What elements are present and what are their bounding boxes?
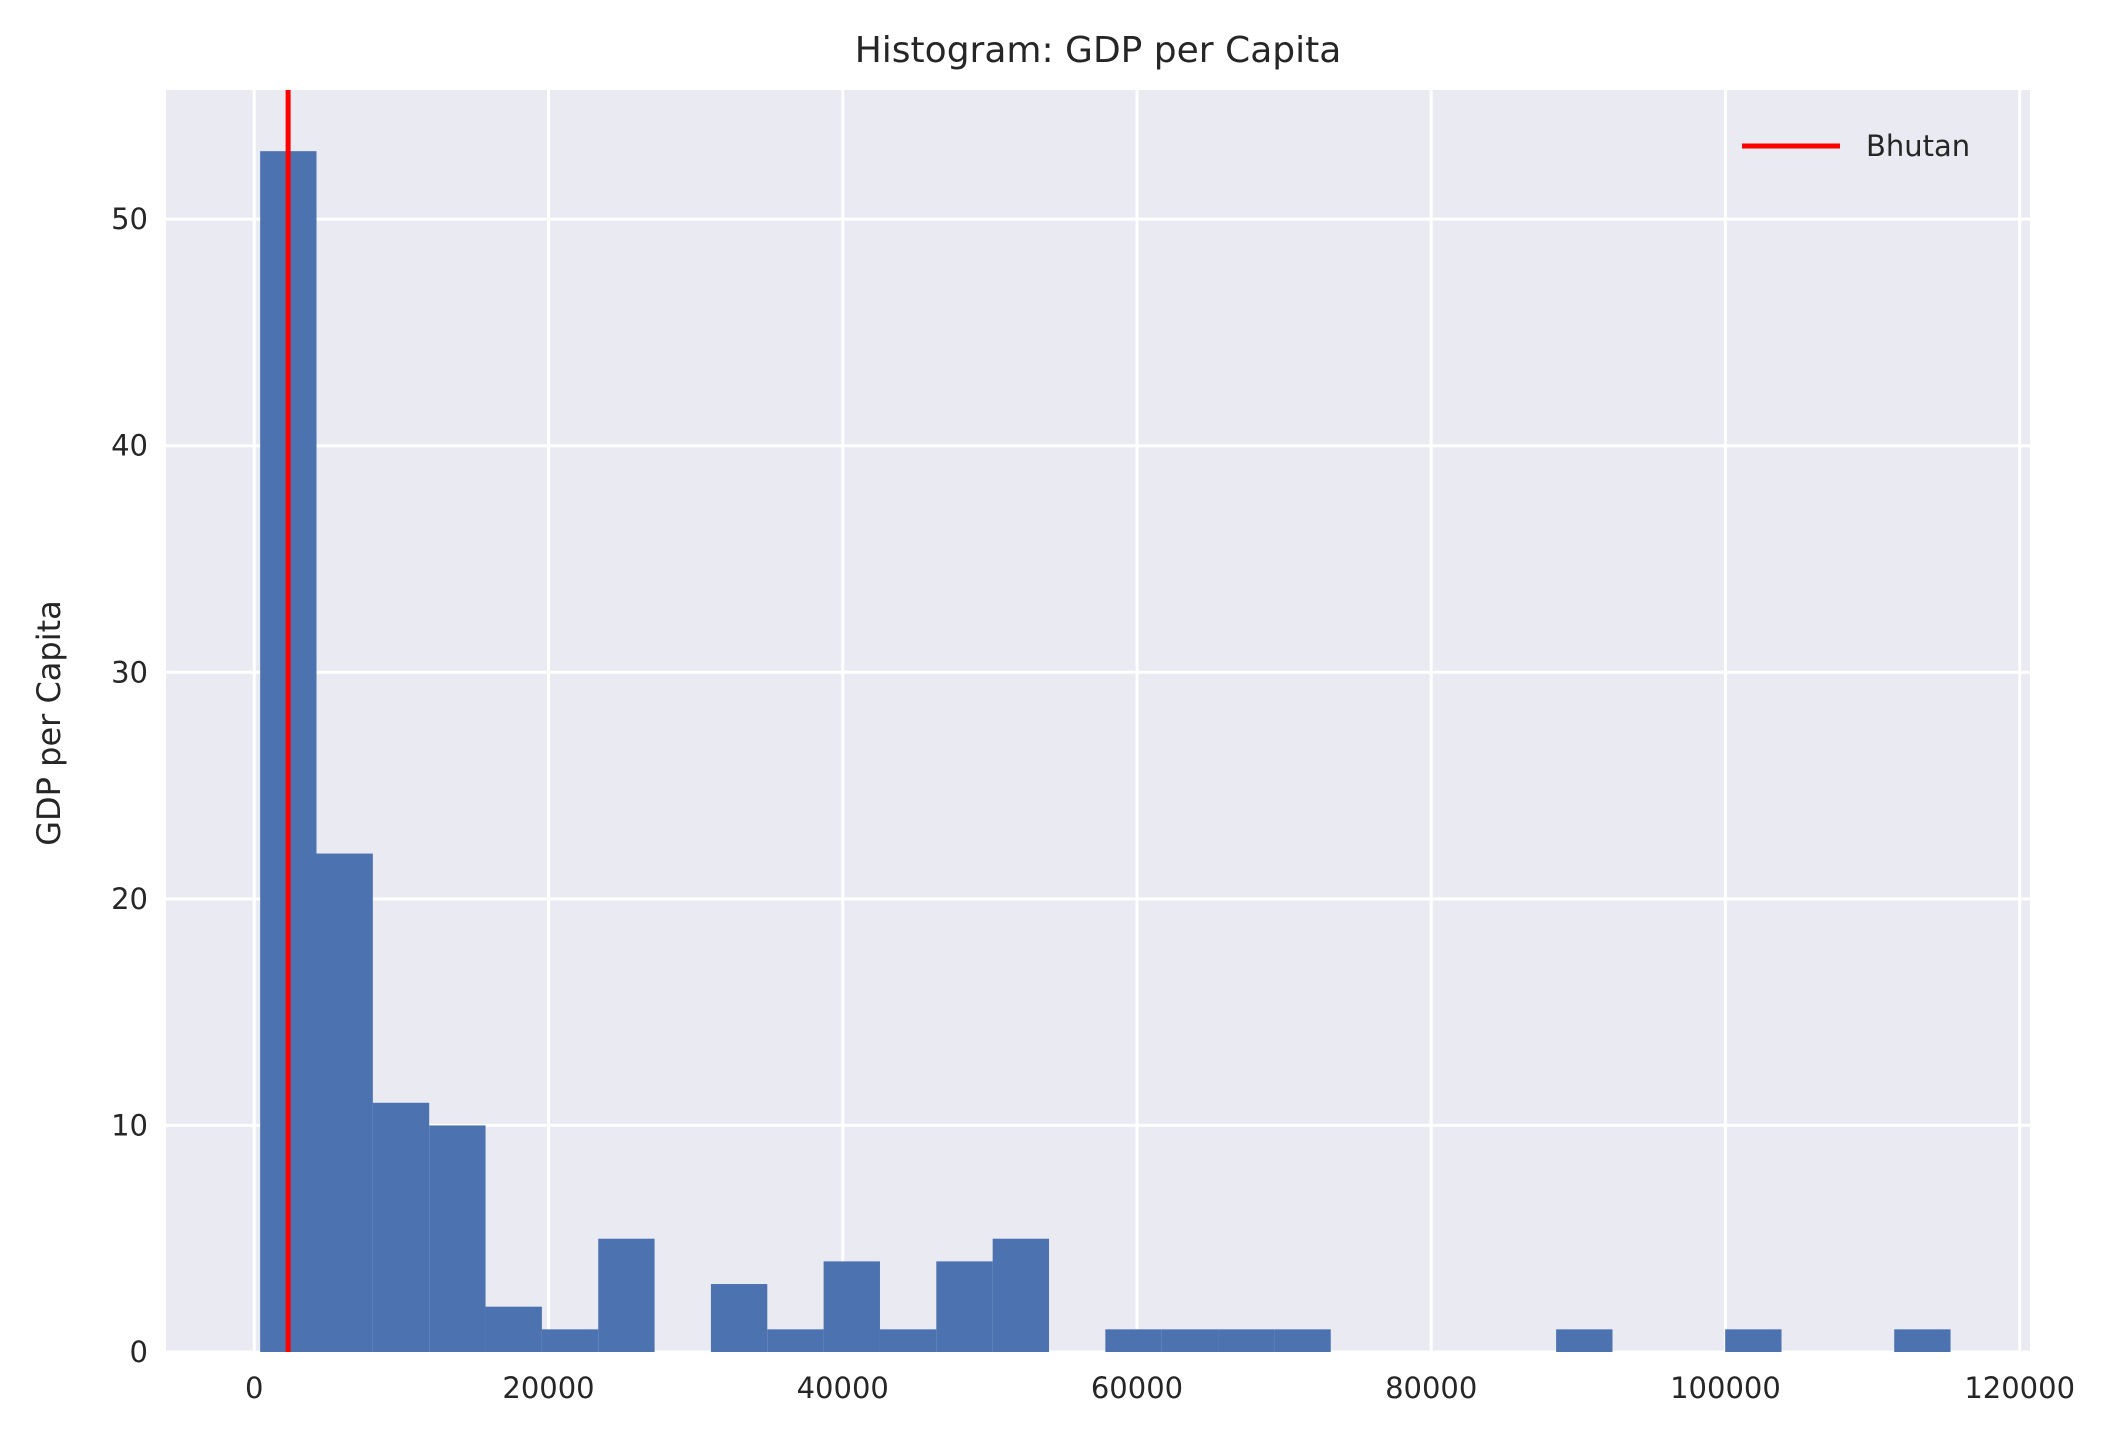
y-tick-label: 20	[111, 882, 148, 916]
y-tick-label: 10	[111, 1108, 148, 1142]
histogram-bar	[1105, 1329, 1162, 1352]
histogram-bar	[879, 1329, 937, 1352]
histogram-bar	[936, 1261, 993, 1352]
y-tick-label: 0	[130, 1335, 148, 1369]
x-tick-label: 80000	[1385, 1371, 1477, 1405]
histogram-bar	[710, 1284, 768, 1352]
histogram-bar	[1725, 1329, 1782, 1352]
histogram-bar	[1894, 1329, 1951, 1352]
y-tick-label: 40	[111, 429, 148, 463]
y-tick-label: 50	[111, 202, 148, 236]
histogram-bar	[429, 1125, 486, 1352]
legend-label: Bhutan	[1866, 129, 1970, 163]
histogram-bar	[767, 1329, 824, 1352]
x-tick-label: 120000	[1964, 1371, 2075, 1405]
x-axis-ticks: 0 20000 40000 60000 80000 100000 120000	[245, 1371, 2075, 1405]
x-tick-label: 20000	[502, 1371, 594, 1405]
histogram-bar	[1556, 1329, 1613, 1352]
x-tick-label: 40000	[797, 1371, 889, 1405]
histogram-bar	[1274, 1329, 1331, 1352]
x-tick-label: 60000	[1091, 1371, 1183, 1405]
histogram-bar	[823, 1261, 880, 1352]
histogram-bar	[992, 1238, 1050, 1352]
histogram-bar	[372, 1102, 430, 1352]
histogram-bar	[598, 1238, 655, 1352]
legend: Bhutan	[1742, 129, 1970, 163]
histogram-bar	[541, 1329, 599, 1352]
histogram-bar	[485, 1306, 542, 1352]
x-tick-label: 100000	[1670, 1371, 1781, 1405]
y-axis-ticks: 0 10 20 30 40 50	[111, 202, 148, 1369]
histogram-bar	[316, 853, 373, 1352]
histogram-bar	[1161, 1329, 1219, 1352]
x-tick-label: 0	[245, 1371, 263, 1405]
histogram-bar	[1218, 1329, 1275, 1352]
chart-title: Histogram: GDP per Capita	[855, 30, 1342, 71]
y-tick-label: 30	[111, 655, 148, 689]
y-axis-label: GDP per Capita	[30, 600, 68, 846]
